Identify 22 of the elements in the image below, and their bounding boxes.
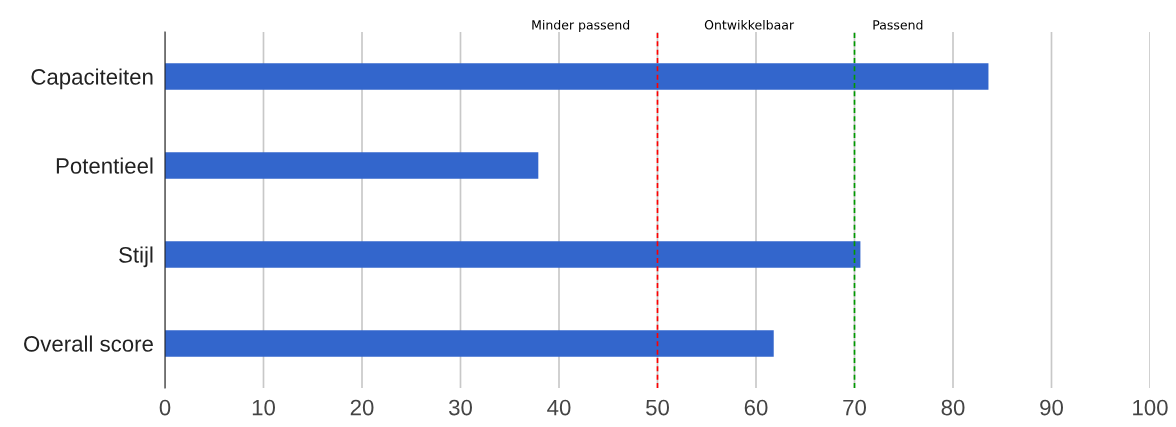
x-tick-label: 60 bbox=[744, 399, 768, 416]
x-tick-label: 90 bbox=[1040, 399, 1063, 416]
y-tick-label: Overall score bbox=[24, 335, 153, 352]
x-tick-label: 50 bbox=[646, 399, 669, 416]
text: Passend bbox=[873, 19, 923, 30]
annotation: Minder passend bbox=[532, 19, 630, 32]
x-tick-label: 80 bbox=[941, 399, 965, 416]
x-tick-label: 10 bbox=[252, 399, 275, 416]
x-tick-label: 40 bbox=[547, 399, 571, 416]
y-tick-label: Capaciteiten bbox=[31, 68, 153, 90]
bar bbox=[165, 63, 989, 90]
x-tick-label: 0 bbox=[159, 399, 171, 416]
bar bbox=[165, 152, 539, 179]
y-tick-label: Potentieel bbox=[56, 157, 153, 174]
x-tick-label: 20 bbox=[350, 399, 374, 416]
y-tick-label: Stijl bbox=[119, 246, 153, 268]
x-tick-label: 30 bbox=[448, 399, 472, 416]
x-tick-label: 100 bbox=[1133, 399, 1168, 416]
bar bbox=[165, 330, 774, 357]
x-tick-label: 70 bbox=[843, 399, 866, 416]
bar bbox=[165, 241, 861, 268]
text: Ontwikkelbaar bbox=[704, 19, 795, 30]
